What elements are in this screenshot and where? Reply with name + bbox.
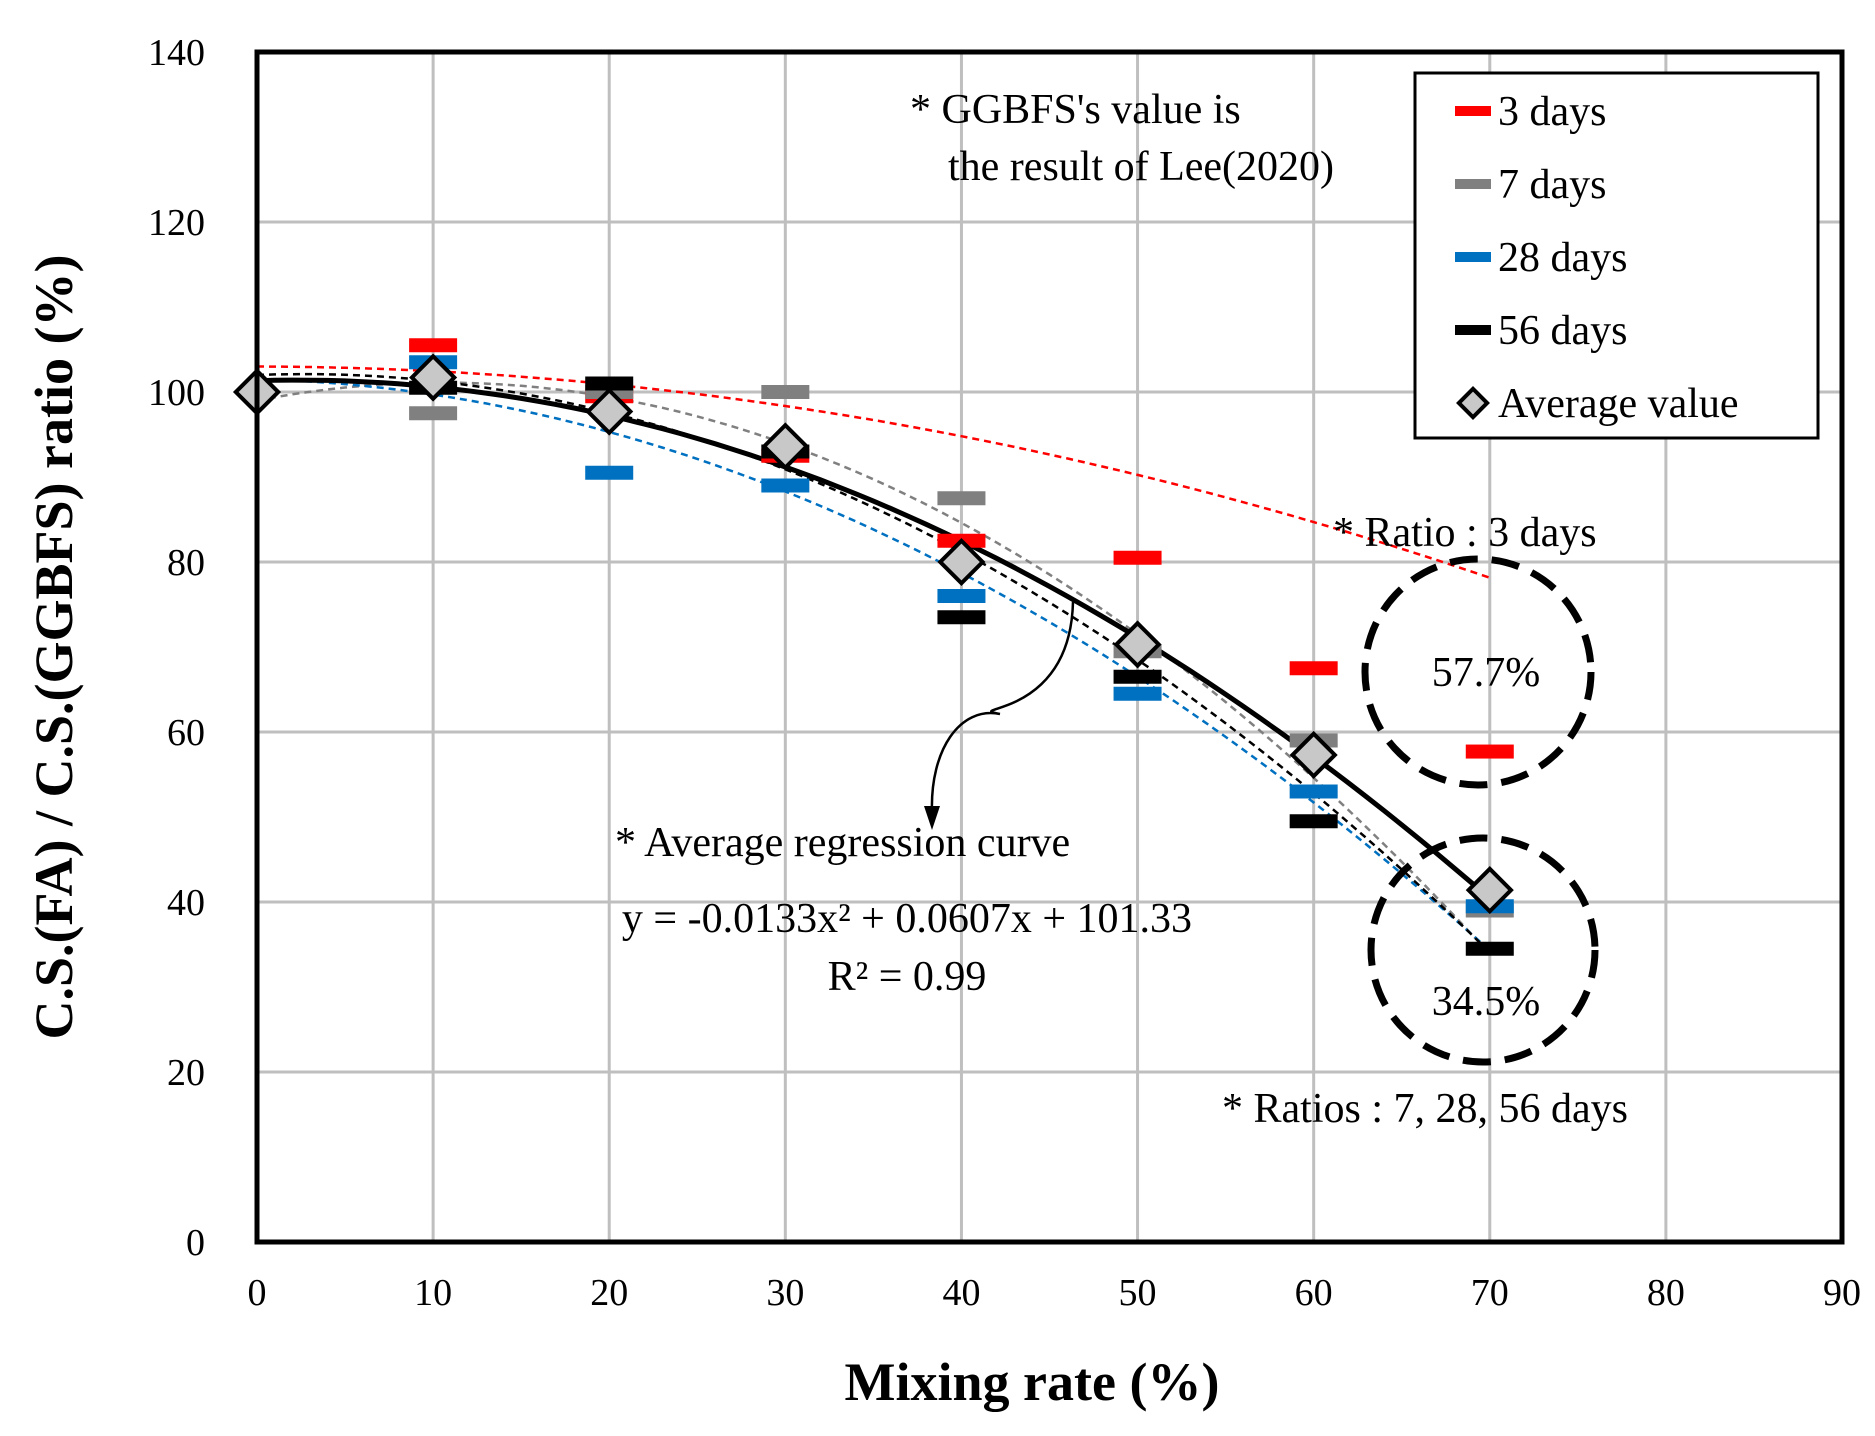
legend-label-56-days: 56 days <box>1498 308 1628 354</box>
average-marker-30 <box>761 422 810 471</box>
x-tick-label-50: 50 <box>1119 1272 1157 1314</box>
marker-7-days-10 <box>409 406 458 421</box>
marker-56-days-20 <box>585 376 634 391</box>
average-markers <box>232 353 1514 915</box>
legend-label-28-days: 28 days <box>1498 235 1628 281</box>
marker-3-days-70 <box>1465 744 1514 759</box>
y-tick-label-100: 100 <box>148 372 205 414</box>
x-tick-label-90: 90 <box>1823 1272 1861 1314</box>
marker-56-days-60 <box>1289 814 1338 829</box>
x-tick-label-40: 40 <box>942 1272 980 1314</box>
y-tick-label-40: 40 <box>167 882 205 924</box>
x-tick-label-80: 80 <box>1647 1272 1685 1314</box>
ratio-3-days-note: * Ratio : 3 days <box>1333 510 1597 556</box>
regression-arrowhead <box>924 806 940 830</box>
y-tick-label-0: 0 <box>186 1222 205 1264</box>
regression-equation: y = -0.0133x² + 0.0607x + 101.33 <box>622 896 1192 942</box>
marker-56-days-70 <box>1465 941 1514 956</box>
marker-28-days-40 <box>937 589 986 603</box>
marker-28-days-20 <box>585 465 634 480</box>
y-tick-label-120: 120 <box>148 202 205 244</box>
marker-28-days-30 <box>761 478 810 493</box>
x-tick-label-20: 20 <box>590 1272 628 1314</box>
ratio-3-days-value: 57.7% <box>1432 650 1541 696</box>
ratio-3-days-circle <box>1361 555 1595 789</box>
plot-frame <box>254 49 1845 1245</box>
x-axis-title: Mixing rate (%) <box>845 1352 1220 1412</box>
trendline-56-days <box>256 372 1491 954</box>
marker-28-days-60 <box>1289 784 1338 799</box>
average-marker-60 <box>1289 730 1338 779</box>
marker-56-days-40 <box>937 610 986 625</box>
marker-7-days-30 <box>761 385 810 399</box>
trendline-7-days <box>256 381 1491 955</box>
average-marker-40 <box>937 537 986 587</box>
marker-3-days-10 <box>409 338 458 353</box>
x-tick-label-10: 10 <box>414 1272 452 1314</box>
x-tick-label-30: 30 <box>766 1272 804 1314</box>
ggbfs-note-line2: the result of Lee(2020) <box>948 144 1334 190</box>
y-tick-label-20: 20 <box>167 1052 205 1094</box>
marker-3-days-50 <box>1113 550 1162 565</box>
legend-label-3-days: 3 days <box>1498 89 1607 135</box>
trend-lines <box>256 365 1491 955</box>
marker-28-days-50 <box>1113 686 1162 701</box>
average-marker-10 <box>409 353 458 402</box>
legend-swatch-3-days <box>1455 106 1491 116</box>
y-tick-label-140: 140 <box>148 32 205 74</box>
marker-3-days-60 <box>1289 661 1338 676</box>
legend-label-7-days: 7 days <box>1498 162 1607 208</box>
x-tick-label-60: 60 <box>1295 1272 1333 1314</box>
trendline-3-days <box>256 365 1491 579</box>
legend-swatch-56-days <box>1455 325 1491 335</box>
regression-title: * Average regression curve <box>615 820 1070 866</box>
legend-swatch-7-days <box>1455 179 1491 189</box>
regression-r2: R² = 0.99 <box>828 954 987 1000</box>
legend-label-average: Average value <box>1498 381 1739 427</box>
marker-56-days-50 <box>1113 669 1162 684</box>
y-tick-label-80: 80 <box>167 542 205 584</box>
average-marker-70 <box>1465 866 1514 915</box>
regression-arrow <box>930 601 1075 813</box>
average-marker-20 <box>585 387 634 436</box>
ggbfs-note-line1: * GGBFS's value is <box>910 87 1241 133</box>
ratio-multi-days-circle <box>1367 834 1599 1066</box>
legend-marker-average <box>1456 386 1490 420</box>
ratio-multi-days-note: * Ratios : 7, 28, 56 days <box>1222 1086 1628 1132</box>
trendline-28-days <box>256 378 1491 952</box>
y-tick-label-60: 60 <box>167 712 205 754</box>
y-axis-title: C.S.(FA) / C.S.(GGBFS) ratio (%) <box>24 255 84 1040</box>
average-marker-50 <box>1113 620 1162 669</box>
marker-7-days-40 <box>937 491 986 506</box>
tick-labels: 0 10 20 30 40 50 60 70 80 90 0 20 40 60 80 100 120 140 <box>148 32 1861 1314</box>
legend-swatch-28-days <box>1455 252 1491 262</box>
ratio-multi-days-value: 34.5% <box>1432 979 1541 1025</box>
legend: 3 days 7 days 28 days 56 days Average va… <box>1413 71 1820 440</box>
average-regression-curve <box>256 377 1492 901</box>
x-tick-label-70: 70 <box>1471 1272 1509 1314</box>
x-tick-label-0: 0 <box>248 1272 267 1314</box>
